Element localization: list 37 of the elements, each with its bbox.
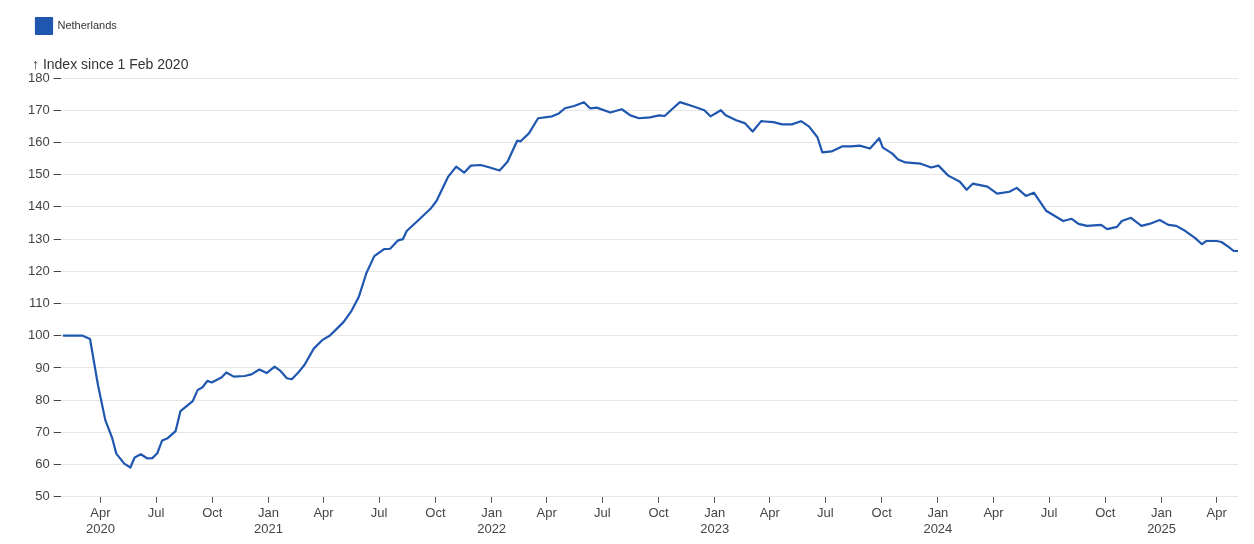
y-tick-label: 110: [28, 295, 50, 311]
x-tick-label: Oct: [648, 505, 670, 521]
y-tick-label: 130: [27, 230, 50, 246]
x-tick-label: Jul: [1040, 505, 1058, 521]
y-tick-label: 180: [27, 69, 50, 85]
x-tick-label: Jan 2024: [923, 505, 953, 536]
x-tick-label: Jul: [147, 505, 165, 521]
x-tick-label: Jan 2025: [1147, 505, 1177, 536]
x-tick-label: Apr: [313, 505, 335, 521]
x-tick-label: Jan 2022: [477, 505, 507, 536]
x-tick-label: Oct: [1095, 505, 1116, 521]
y-tick-label: 160: [27, 134, 50, 150]
x-tick-label: Jul: [817, 505, 834, 521]
y-tick-label: 100: [27, 327, 50, 343]
y-axis-title: ↑ Index since 1 Feb 2020: [32, 55, 189, 72]
x-tick-label: Jul: [593, 505, 611, 521]
y-tick-label: 120: [27, 262, 50, 278]
x-tick-label: Oct: [202, 505, 223, 521]
x-tick-label: Apr: [536, 505, 558, 521]
legend-label: Netherlands: [57, 19, 118, 32]
y-tick-label: 140: [27, 198, 50, 214]
x-tick-label: Jan 2023: [700, 505, 730, 536]
x-tick-label: Apr 2020: [85, 505, 115, 536]
y-tick-label: 150: [27, 166, 50, 182]
x-tick-label: Jan 2021: [254, 505, 283, 536]
x-tick-label: Oct: [871, 505, 893, 521]
x-tick-label: Oct: [425, 505, 446, 521]
y-tick-label: 50: [35, 488, 50, 504]
x-tick-label: Apr: [983, 505, 1005, 521]
y-tick-label: 70: [35, 423, 50, 439]
y-tick-label: 90: [35, 359, 50, 375]
y-tick-label: 170: [27, 101, 50, 117]
y-tick-label: 80: [35, 391, 50, 407]
x-tick-label: Apr: [759, 505, 781, 521]
x-tick-label: Apr: [1206, 505, 1228, 521]
x-tick-label: Jul: [370, 505, 388, 521]
y-tick-label: 60: [35, 456, 50, 472]
